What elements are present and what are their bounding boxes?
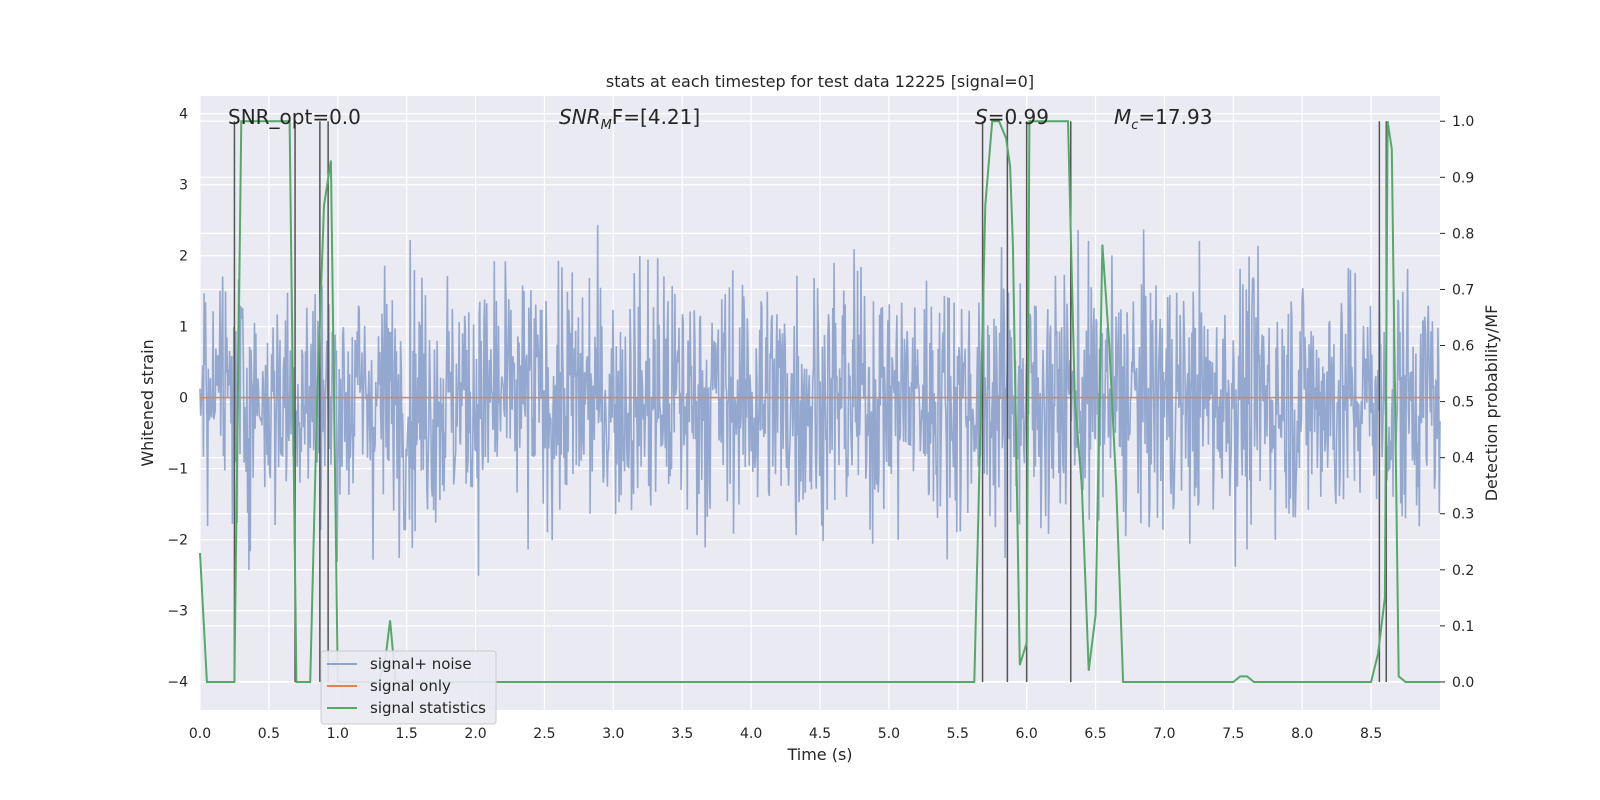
x-tick-label: 1.5 xyxy=(396,726,418,742)
signal-noise-line xyxy=(199,224,1441,576)
x-tick-label: 5.0 xyxy=(878,726,900,742)
y-right-tick-label: 0.9 xyxy=(1452,170,1474,186)
x-tick-label: 3.0 xyxy=(602,726,624,742)
x-tick-label: 8.0 xyxy=(1291,726,1313,742)
axis-ticks: 0.0 0.5 1.0 1.5 2.0 2.5 3.0 3.5 4.0 4.5 5.0 5.5 6.0 6… xyxy=(167,107,1474,742)
y-tick-label: −2 xyxy=(167,533,188,549)
y-right-tick-label: 0.5 xyxy=(1452,395,1474,411)
signal-noise-series xyxy=(199,224,1441,576)
s-annotation: S=0.99 xyxy=(975,105,1049,129)
mc-sub: c xyxy=(1131,118,1138,133)
mc-main: M xyxy=(1114,105,1131,129)
x-tick-label: 6.0 xyxy=(1016,726,1038,742)
y-right-tick-label: 0.2 xyxy=(1452,563,1474,579)
snr-mf-main: SNR xyxy=(559,105,601,129)
chart-title: stats at each timestep for test data 122… xyxy=(606,72,1034,91)
x-tick-label: 1.0 xyxy=(327,726,349,742)
y-right-tick-label: 0.7 xyxy=(1452,282,1474,298)
y-right-tick-label: 0.4 xyxy=(1452,451,1474,467)
legend-label-signal: signal only xyxy=(370,677,451,695)
x-tick-label: 6.5 xyxy=(1084,726,1106,742)
y-tick-label: −1 xyxy=(167,462,188,478)
x-tick-label: 0.5 xyxy=(258,726,280,742)
legend-label-stats: signal statistics xyxy=(370,699,486,717)
mc-rest: =17.93 xyxy=(1138,105,1212,129)
y-axis-right-title: Detection probability/MF xyxy=(1482,305,1501,502)
snr-mf-sub: M xyxy=(601,118,612,133)
s-main: S xyxy=(975,105,988,129)
s-rest: =0.99 xyxy=(988,105,1049,129)
x-tick-label: 4.5 xyxy=(809,726,831,742)
y-right-tick-label: 0.0 xyxy=(1452,675,1474,691)
signal-statistics-line xyxy=(199,120,1440,683)
x-tick-label: 4.0 xyxy=(740,726,762,742)
signal-statistics-series xyxy=(199,120,1440,683)
y-axis-title: Whitened strain xyxy=(138,339,157,466)
y-tick-label: 3 xyxy=(179,178,188,194)
x-tick-label: 7.0 xyxy=(1153,726,1175,742)
x-tick-label: 2.5 xyxy=(533,726,555,742)
y-right-tick-label: 0.8 xyxy=(1452,226,1474,242)
x-tick-label: 8.5 xyxy=(1360,726,1382,742)
y-tick-label: −4 xyxy=(167,675,188,691)
x-tick-label: 2.0 xyxy=(464,726,486,742)
snr-mf-rest: F=[4.21] xyxy=(612,105,700,129)
y-right-tick-label: 0.1 xyxy=(1452,619,1474,635)
legend-box xyxy=(320,650,497,725)
y-right-tick-label: 0.6 xyxy=(1452,339,1474,355)
mc-annotation: Mc=17.93 xyxy=(1114,105,1212,133)
x-tick-label: 7.5 xyxy=(1222,726,1244,742)
y-right-tick-label: 0.3 xyxy=(1452,507,1474,523)
y-tick-label: 2 xyxy=(179,249,188,265)
y-tick-label: 1 xyxy=(179,320,188,336)
snr-mf-annotation: SNRMF=[4.21] xyxy=(559,105,700,133)
legend: signal+ noise signal only signal statist… xyxy=(320,650,497,725)
y-tick-label: 0 xyxy=(179,391,188,407)
snr-opt-annotation: SNR_opt=0.0 xyxy=(228,105,361,129)
x-tick-label: 3.5 xyxy=(671,726,693,742)
y-tick-label: −3 xyxy=(167,604,188,620)
x-tick-label: 5.5 xyxy=(947,726,969,742)
x-tick-label: 0.0 xyxy=(189,726,211,742)
legend-label-noise: signal+ noise xyxy=(370,655,472,673)
y-tick-label: 4 xyxy=(179,107,188,123)
y-right-tick-label: 1.0 xyxy=(1452,114,1474,130)
x-axis-title: Time (s) xyxy=(786,745,852,764)
